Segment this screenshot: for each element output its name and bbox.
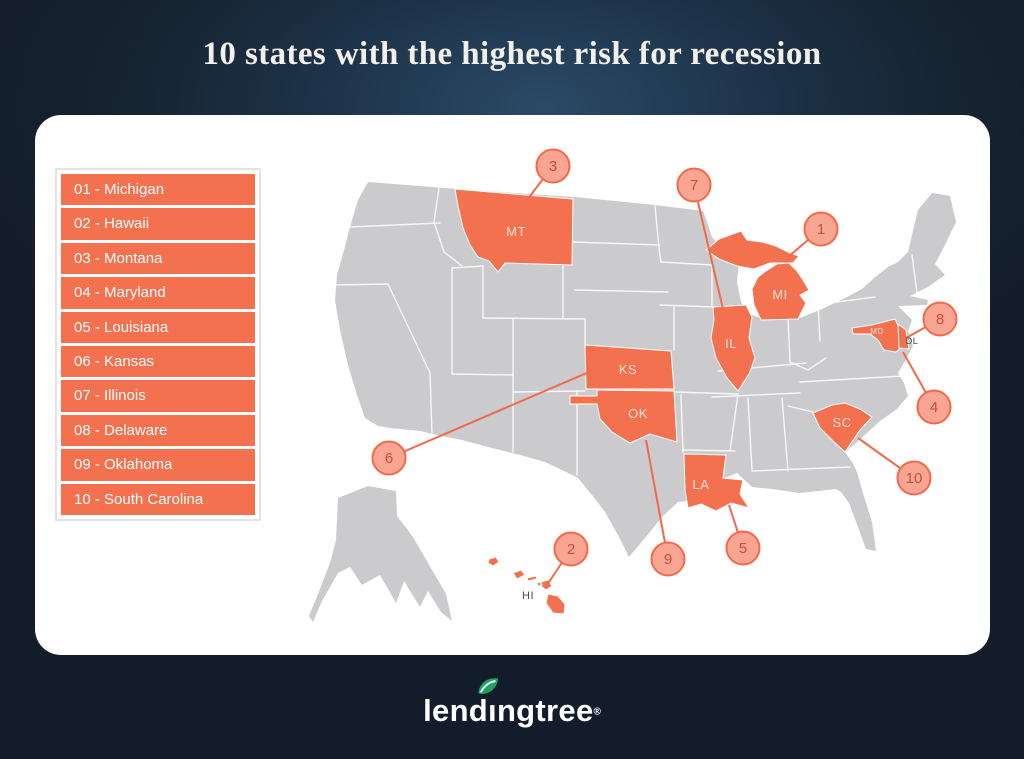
rank-marker-4 bbox=[916, 389, 952, 425]
rank-marker-number: 5 bbox=[739, 540, 747, 557]
rank-legend: 01 - Michigan 02 - Hawaii 03 - Montana 04 -… bbox=[55, 168, 261, 521]
rank-marker-8 bbox=[922, 301, 958, 337]
leaf-icon bbox=[478, 678, 499, 694]
highlighted-states bbox=[454, 188, 910, 615]
legend-item: 03 - Montana bbox=[61, 242, 255, 275]
leader-line-6 bbox=[388, 371, 590, 459]
alaska bbox=[309, 486, 452, 622]
rank-marker-2 bbox=[553, 531, 589, 567]
state-label-MT: MT bbox=[506, 224, 526, 239]
rank-marker-number: 9 bbox=[664, 551, 672, 568]
legend-item: 10 - South Carolina bbox=[61, 483, 255, 515]
state-label-SC: SC bbox=[832, 415, 851, 430]
state-label-DL: DL bbox=[906, 336, 919, 346]
rank-marker-7 bbox=[676, 167, 712, 203]
leader-line-9 bbox=[645, 439, 669, 560]
registered-mark: ® bbox=[593, 706, 601, 718]
legend-item: 01 - Michigan bbox=[61, 174, 255, 206]
legend-item: 02 - Hawaii bbox=[61, 208, 255, 240]
state-MT bbox=[454, 188, 574, 273]
rank-marker-1 bbox=[803, 211, 839, 247]
page-title: 10 states with the highest risk for rece… bbox=[202, 36, 822, 72]
rank-marker-number: 6 bbox=[385, 450, 393, 467]
legend-item: 04 - Maryland bbox=[61, 277, 255, 309]
state-borders bbox=[334, 180, 918, 476]
rank-marker-6 bbox=[371, 440, 407, 476]
brand-wordmark: lendıngtree bbox=[423, 693, 594, 728]
state-DL bbox=[897, 322, 910, 350]
rank-marker-3 bbox=[535, 148, 571, 184]
rank-marker-number: 4 bbox=[930, 399, 938, 416]
state-MD bbox=[851, 318, 903, 353]
legend-item: 07 - Illinois bbox=[61, 380, 255, 412]
state-OK bbox=[569, 389, 678, 444]
state-labels: MT MI IL KS OK LA SC MD DL HI bbox=[506, 224, 918, 602]
state-label-MI: MI bbox=[772, 287, 787, 302]
rank-marker-10 bbox=[896, 460, 932, 496]
state-IL bbox=[710, 304, 756, 392]
legend-item: 08 - Delaware bbox=[61, 414, 255, 447]
state-label-HI: HI bbox=[522, 590, 534, 602]
rank-marker-number: 8 bbox=[936, 311, 944, 328]
rank-marker-5 bbox=[725, 530, 761, 566]
us-map: 1 2 3 4 5 6 7 8 9 10 MT MI IL KS OK LA SC MD DL HI bbox=[309, 148, 958, 622]
lendingtree-logo: lendıngtree® bbox=[0, 678, 1024, 729]
state-label-IL: IL bbox=[725, 336, 737, 351]
state-MI-upper bbox=[705, 230, 800, 270]
rank-marker-number: 3 bbox=[549, 158, 557, 175]
rank-marker-number: 1 bbox=[817, 221, 825, 238]
legend-item: 06 - Kansas bbox=[61, 345, 255, 378]
rank-marker-9 bbox=[650, 541, 686, 577]
state-label-OK: OK bbox=[628, 406, 648, 421]
leader-line-7 bbox=[693, 184, 724, 310]
legend-item: 09 - Oklahoma bbox=[61, 449, 255, 481]
rank-marker-number: 2 bbox=[567, 541, 575, 558]
rank-marker-number: 10 bbox=[906, 470, 923, 487]
state-label-KS: KS bbox=[619, 362, 637, 377]
state-HI bbox=[487, 556, 566, 615]
legend-item: 05 - Louisiana bbox=[61, 311, 255, 343]
state-label-MD: MD bbox=[870, 327, 883, 336]
state-MI-lower bbox=[751, 262, 810, 321]
state-SC bbox=[812, 402, 873, 453]
rank-marker-number: 7 bbox=[690, 177, 698, 194]
state-LA bbox=[683, 453, 751, 512]
rank-markers: 1 2 3 4 5 6 7 8 9 10 bbox=[371, 148, 958, 577]
state-label-LA: LA bbox=[693, 477, 710, 492]
